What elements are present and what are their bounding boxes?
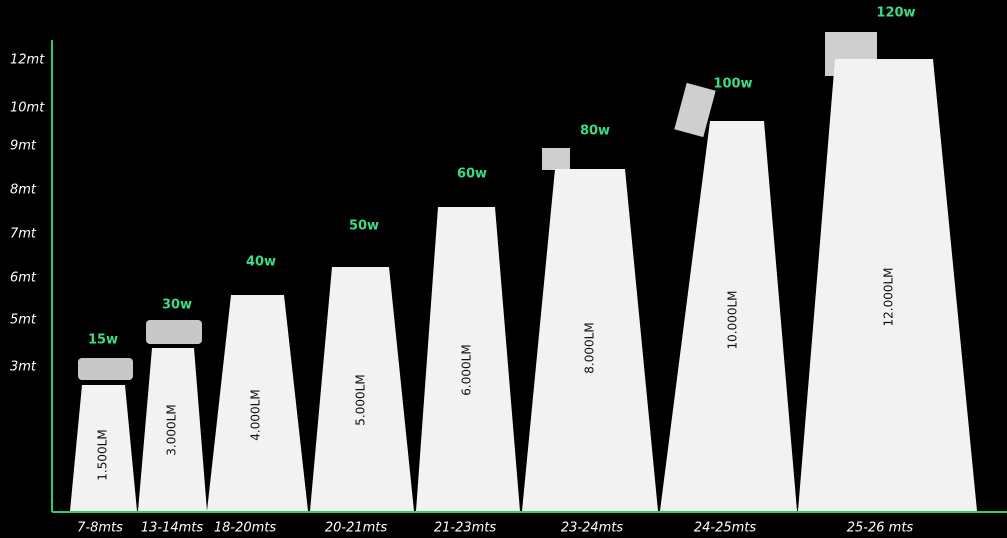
y-label: 9mt bbox=[10, 139, 37, 154]
y-label: 12mt bbox=[10, 53, 45, 68]
y-label: 7mt bbox=[10, 227, 37, 242]
light-beam bbox=[207, 295, 308, 511]
lamp-image bbox=[78, 358, 133, 380]
watt-label: 60w bbox=[457, 167, 487, 182]
range-label: 25-26 mts bbox=[847, 521, 914, 536]
y-label: 10mt bbox=[10, 101, 45, 116]
watt-label: 80w bbox=[580, 124, 610, 139]
y-label: 3mt bbox=[10, 360, 37, 375]
range-label: 18-20mts bbox=[214, 521, 277, 536]
range-label: 23-24mts bbox=[561, 521, 624, 536]
lumen-label: 3.000LM bbox=[165, 404, 179, 455]
watt-label: 120w bbox=[876, 6, 915, 21]
range-label: 7-8mts bbox=[77, 521, 123, 536]
y-label: 8mt bbox=[10, 183, 37, 198]
lumen-label: 5.000LM bbox=[354, 374, 368, 425]
watt-label: 15w bbox=[88, 333, 118, 348]
lumen-label: 10.000LM bbox=[726, 290, 740, 349]
light-beam bbox=[70, 385, 137, 511]
lamp-image bbox=[542, 148, 570, 170]
light-beam bbox=[798, 59, 977, 511]
lumen-label: 6.000LM bbox=[460, 344, 474, 395]
range-label: 21-23mts bbox=[434, 521, 497, 536]
lumen-label: 12.000LM bbox=[882, 267, 896, 326]
light-beam bbox=[522, 169, 658, 511]
lumen-label: 4.000LM bbox=[249, 389, 263, 440]
light-beam bbox=[416, 207, 520, 511]
watt-label: 40w bbox=[246, 255, 276, 270]
range-label: 24-25mts bbox=[694, 521, 757, 536]
y-label: 6mt bbox=[10, 271, 37, 286]
lumen-label: 8.000LM bbox=[583, 322, 597, 373]
range-label: 20-21mts bbox=[325, 521, 388, 536]
watt-label: 30w bbox=[162, 298, 192, 313]
light-beam bbox=[310, 267, 414, 511]
light-beam bbox=[660, 121, 797, 511]
lamp-image bbox=[146, 320, 202, 344]
light-beam bbox=[138, 348, 207, 511]
watt-label: 50w bbox=[349, 219, 379, 234]
lumen-label: 1.500LM bbox=[96, 429, 110, 480]
watt-label: 100w bbox=[713, 77, 752, 92]
lamp-image bbox=[674, 82, 716, 138]
y-label: 5mt bbox=[10, 313, 37, 328]
range-label: 13-14mts bbox=[141, 521, 204, 536]
